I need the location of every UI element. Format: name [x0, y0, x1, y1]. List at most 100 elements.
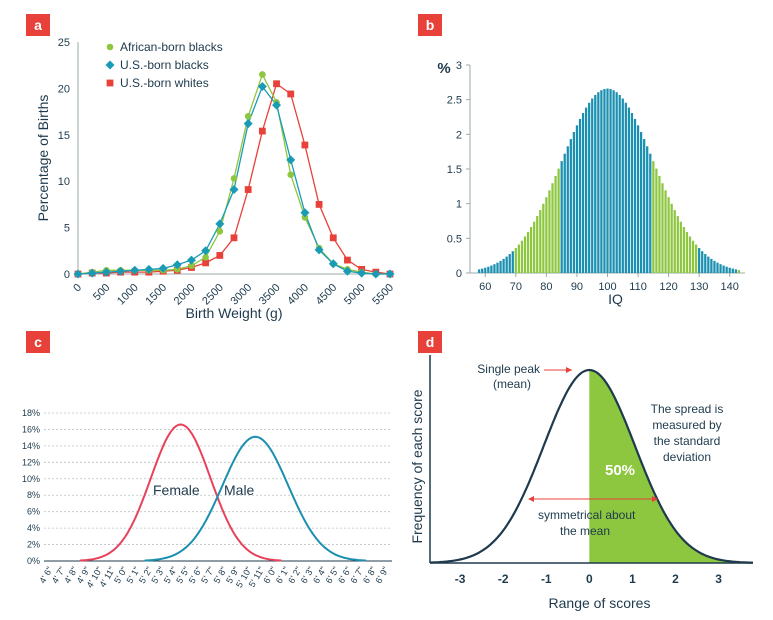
histogram-bar: [698, 248, 701, 273]
histogram-bar: [581, 113, 585, 273]
histogram-bar: [673, 210, 676, 273]
histogram-bar: [566, 146, 569, 273]
legend-marker: [105, 60, 115, 70]
data-point: [342, 266, 352, 276]
histogram-bar: [554, 175, 557, 273]
histogram-bar: [557, 168, 560, 273]
x-tick-label: 4500: [314, 282, 340, 308]
y-tick-label: 2: [456, 129, 462, 141]
x-tick-label: 130: [690, 281, 708, 293]
x-tick-label: 2: [672, 572, 679, 586]
x-tick-label: 90: [571, 281, 583, 293]
histogram-bar: [676, 216, 679, 273]
x-tick-label: 80: [540, 281, 552, 293]
y-tick-label: 8%: [27, 490, 40, 500]
histogram-bar: [737, 269, 741, 273]
panel-d: d -3 -2 -1 0 1 2 3 Range of scores Frequency of …: [400, 325, 773, 620]
data-point: [244, 112, 252, 120]
height-chart: 0%2%4%6%8%10%12%14%16%18%4' 6"4' 7"4' 8"…: [22, 408, 392, 589]
x-tick-label: 1000: [115, 282, 141, 308]
x-tick-label: 4000: [285, 282, 311, 308]
histogram-bar: [597, 92, 600, 274]
x-tick-label: 1: [629, 572, 636, 586]
data-point: [186, 255, 196, 265]
data-point: [257, 82, 267, 92]
y-axis-title: %: [437, 60, 450, 77]
histogram-bar: [578, 118, 582, 274]
histogram-bar: [545, 197, 548, 273]
data-point: [101, 267, 111, 277]
spread-label: deviation: [663, 450, 711, 464]
y-tick-label: 2.5: [447, 95, 462, 107]
histogram-bar: [630, 113, 634, 273]
histogram-bar: [649, 153, 652, 273]
symmetry-label: symmetrical about: [538, 508, 636, 522]
x-tick-label: -3: [455, 572, 466, 586]
x-tick-label: 5500: [370, 282, 396, 308]
histogram-bar: [523, 236, 527, 273]
y-tick-label: 0%: [27, 556, 40, 566]
data-point: [243, 119, 253, 129]
histogram-bar: [529, 227, 533, 273]
histogram-bar: [621, 98, 624, 273]
iq-chart: 0 0.5 1 1.5 2 2.5 3 60 70 80 90 100 110 120 130 140 IQ%: [437, 60, 745, 307]
data-point: [287, 171, 295, 179]
histogram-bar: [627, 107, 631, 274]
data-point: [202, 259, 210, 267]
histogram-bar: [536, 216, 539, 273]
histogram-bar: [591, 98, 594, 273]
data-point: [216, 228, 224, 235]
histogram-bar: [478, 269, 481, 273]
x-tick-label: 5000: [342, 282, 368, 308]
histogram-bar: [481, 268, 484, 273]
legend-marker: [106, 43, 114, 51]
histogram-bar: [643, 139, 646, 273]
data-point: [229, 185, 239, 195]
histogram-bar: [618, 95, 621, 273]
normal-curve: [429, 368, 754, 564]
data-point: [230, 234, 238, 242]
histogram-bar: [719, 264, 722, 273]
data-point: [328, 259, 338, 269]
x-axis-title: IQ: [608, 291, 623, 307]
data-point: [215, 219, 225, 229]
x-tick-label: 3500: [257, 282, 283, 308]
histogram-bar: [526, 231, 530, 273]
data-point: [301, 141, 309, 149]
histogram-bar: [646, 146, 649, 273]
histogram-bar: [569, 139, 572, 273]
histogram-bar: [490, 265, 493, 273]
data-point: [273, 80, 280, 88]
male-label: Male: [224, 482, 255, 498]
histogram-bar: [508, 254, 511, 273]
data-point: [314, 245, 324, 255]
histogram-bar: [691, 240, 695, 273]
histogram-bar: [517, 244, 521, 273]
histogram-bar: [652, 161, 655, 273]
histogram-bar: [502, 258, 505, 273]
symmetry-label: the mean: [560, 524, 610, 538]
histogram-bar: [496, 262, 499, 273]
data-point: [371, 269, 381, 279]
y-tick-label: 6%: [27, 507, 40, 517]
histogram-bar: [539, 210, 542, 273]
data-point: [385, 269, 395, 279]
histogram-bar: [584, 107, 588, 274]
birth-weight-chart: 0 5 10 15 20 25 0 500 1000 1500 2000 2500 3000 3500 40…: [35, 37, 396, 321]
y-tick-label: 0: [64, 269, 70, 281]
histogram-bar: [560, 161, 563, 273]
y-tick-label: 15: [58, 130, 70, 142]
y-tick-label: 12%: [22, 457, 40, 467]
histogram-bar: [728, 267, 731, 273]
histogram-bar: [520, 240, 524, 273]
data-point: [301, 214, 309, 221]
data-point: [158, 263, 168, 273]
data-point: [144, 264, 154, 274]
data-point: [286, 155, 296, 165]
panel-c: c 0% 2% 4% 6% 8% 10% 12% 14% 16% 18% 4' 6" 4' 7" 4' …: [0, 325, 400, 620]
histogram-bar: [615, 92, 618, 274]
histogram-bar: [722, 265, 725, 273]
data-point: [172, 260, 182, 270]
series-line: [77, 72, 390, 275]
legend-label: U.S.-born blacks: [120, 58, 209, 72]
